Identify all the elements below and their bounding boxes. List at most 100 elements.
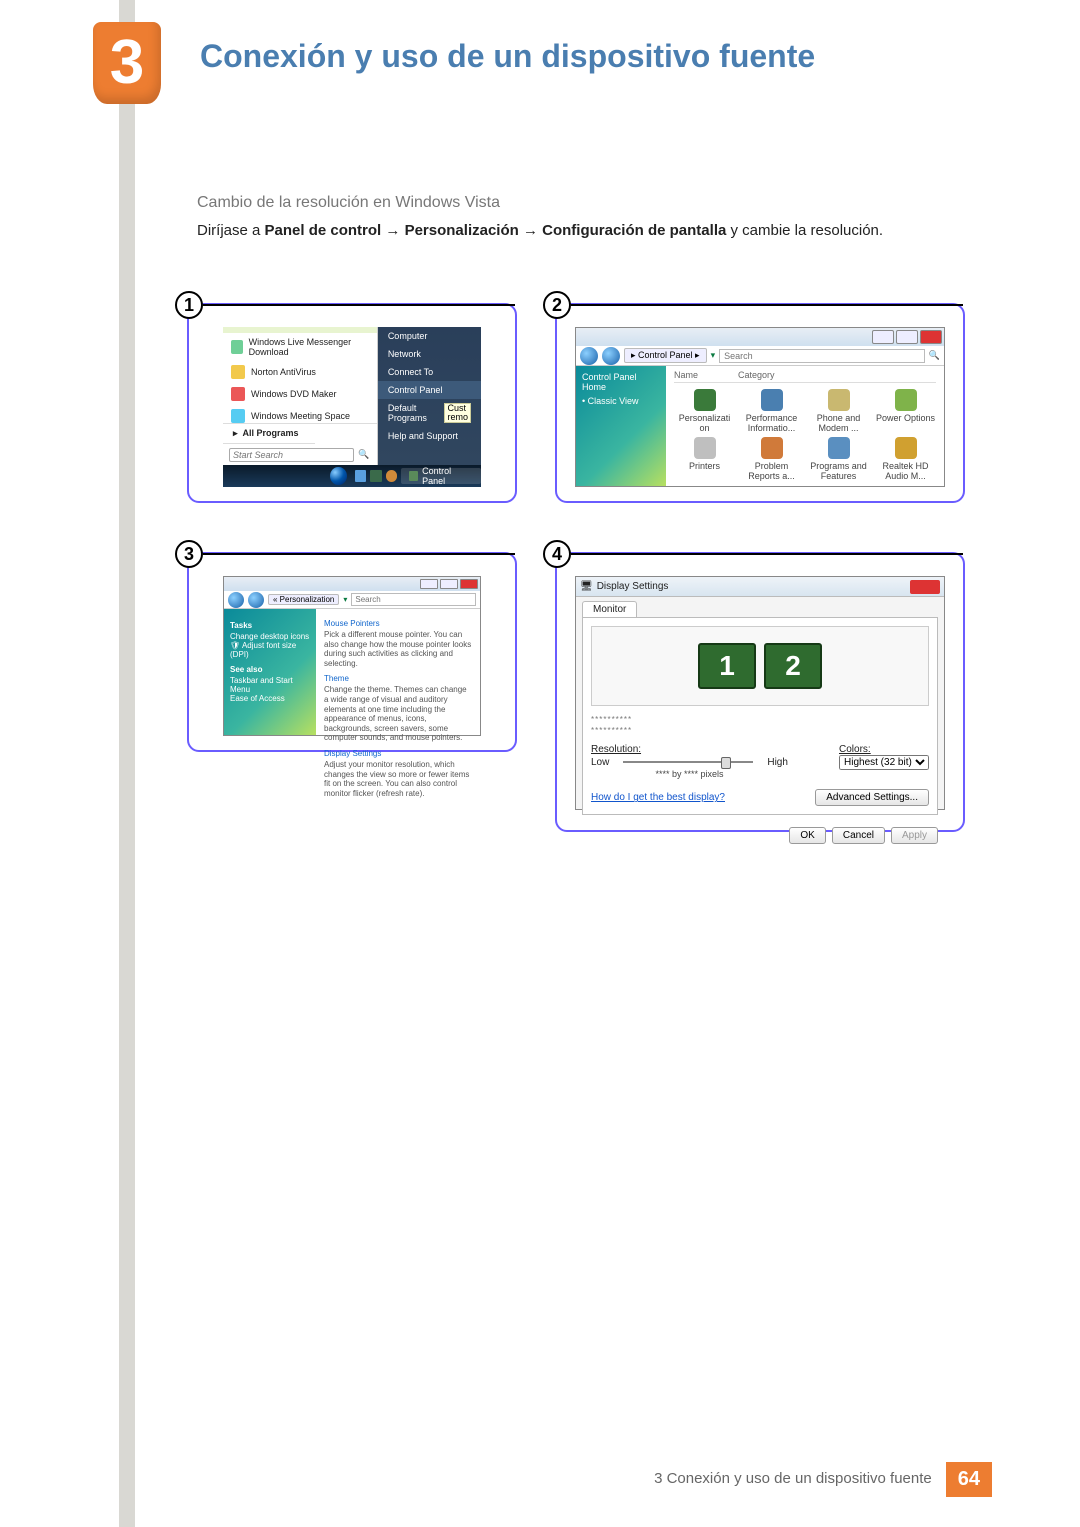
- step-number-4: 4: [543, 540, 571, 568]
- apply-button[interactable]: Apply: [891, 827, 938, 844]
- window-titlebar: 🖥 Display Settings: [576, 577, 944, 597]
- cp-item-icon: [694, 437, 716, 459]
- maximize-button[interactable]: [896, 330, 918, 344]
- advanced-settings-button[interactable]: Advanced Settings...: [815, 789, 929, 806]
- see-also-header: See also: [230, 665, 310, 674]
- control-panel-icon: [409, 471, 418, 481]
- control-panel-item[interactable]: Realtek HD Audio M...: [875, 437, 936, 481]
- step-connector: [571, 553, 963, 555]
- quicklaunch-icon[interactable]: [355, 470, 366, 482]
- forward-button[interactable]: [248, 592, 264, 608]
- minimize-button[interactable]: [420, 579, 438, 589]
- app-icon: [231, 387, 245, 401]
- search-icon: 🔍: [929, 350, 940, 361]
- taskbar-button[interactable]: Control Panel: [401, 468, 481, 484]
- cp-item-label: Printers: [674, 461, 735, 471]
- personalization-section-title[interactable]: Theme: [324, 674, 472, 683]
- start-menu-item[interactable]: Windows DVD Maker: [223, 383, 377, 405]
- help-link[interactable]: How do I get the best display?: [591, 792, 725, 803]
- sidebar-link[interactable]: Taskbar and Start Menu: [230, 676, 310, 694]
- search-input[interactable]: [351, 593, 476, 606]
- sidebar-link[interactable]: Ease of Access: [230, 694, 310, 703]
- sidebar-link[interactable]: • Classic View: [582, 396, 660, 406]
- window-title: Display Settings: [597, 581, 669, 592]
- settings-panel: 1 2 ********** ********** Resolution: Lo…: [582, 617, 938, 815]
- start-right-item[interactable]: Default Programs Custremo: [378, 399, 481, 427]
- back-button[interactable]: [228, 592, 244, 608]
- back-button[interactable]: [580, 347, 598, 365]
- tab-monitor[interactable]: Monitor: [582, 601, 637, 617]
- start-menu-item[interactable]: Windows Live Messenger Download: [223, 333, 377, 361]
- cp-item-label: Programs and Features: [808, 461, 869, 481]
- cp-item-label: Performance Informatio...: [741, 413, 802, 433]
- tooltip: Custremo: [444, 403, 471, 423]
- all-programs[interactable]: ▸ All Programs: [223, 423, 377, 443]
- screenshot-display-settings: 🖥 Display Settings Monitor 1 2 *********…: [575, 576, 945, 810]
- personalization-section-body: Change the theme. Themes can change a wi…: [324, 685, 472, 743]
- breadcrumb[interactable]: ▸ Control Panel ▸: [624, 348, 707, 363]
- monitor-arrangement[interactable]: 1 2: [591, 626, 929, 706]
- close-button[interactable]: [920, 330, 942, 344]
- page-number: 64: [946, 1462, 992, 1497]
- colors-label: Colors:: [839, 744, 871, 755]
- monitor-1[interactable]: 1: [698, 643, 756, 689]
- sidebar-link[interactable]: Change desktop icons: [230, 632, 310, 641]
- quicklaunch-icon[interactable]: [370, 470, 381, 482]
- cp-item-icon: [694, 389, 716, 411]
- resolution-slider[interactable]: [613, 755, 763, 769]
- breadcrumb[interactable]: « Personalization: [268, 594, 339, 605]
- step-connector: [203, 304, 515, 306]
- minimize-button[interactable]: [872, 330, 894, 344]
- tasks-header: Tasks: [230, 621, 310, 630]
- personalization-section-body: Adjust your monitor resolution, which ch…: [324, 760, 472, 798]
- app-icon: [231, 409, 245, 423]
- control-panel-item[interactable]: Problem Reports a...: [741, 437, 802, 481]
- cp-item-icon: [895, 437, 917, 459]
- screenshot-control-panel: ▸ Control Panel ▸ ▾ 🔍 Control Panel Home…: [575, 327, 945, 487]
- footer-text: 3 Conexión y uso de un dispositivo fuent…: [640, 1462, 946, 1497]
- cp-item-icon: [761, 437, 783, 459]
- control-panel-item[interactable]: Programs and Features: [808, 437, 869, 481]
- ok-button[interactable]: OK: [789, 827, 825, 844]
- cp-item-icon: [828, 437, 850, 459]
- app-icon: [231, 365, 245, 379]
- control-panel-item[interactable]: Performance Informatio...: [741, 389, 802, 433]
- close-button[interactable]: [910, 580, 940, 594]
- forward-button[interactable]: [602, 347, 620, 365]
- quicklaunch-icon[interactable]: [386, 470, 397, 482]
- start-right-item[interactable]: Help and Support: [378, 427, 481, 445]
- sidebar-link[interactable]: 🛡 Adjust font size (DPI): [230, 641, 310, 659]
- cp-item-label: Personalizati on: [674, 413, 735, 433]
- cp-item-label: Power Options: [875, 413, 936, 423]
- start-right-item[interactable]: Computer: [378, 327, 481, 345]
- control-panel-item[interactable]: Power Options: [875, 389, 936, 433]
- app-icon: [231, 340, 243, 354]
- personalization-section-title[interactable]: Mouse Pointers: [324, 619, 472, 628]
- control-panel-grid: Personalizati on Performance Informatio..…: [674, 389, 936, 481]
- window-titlebar: [224, 577, 480, 591]
- sidebar-link[interactable]: Control Panel Home: [582, 372, 660, 392]
- address-bar: ▸ Control Panel ▸ ▾ 🔍: [576, 346, 944, 366]
- control-panel-item[interactable]: Personalizati on: [674, 389, 735, 433]
- resolution-row: Resolution: Low High **** by **** pixels…: [591, 744, 929, 779]
- column-headers: Name Category: [674, 370, 936, 383]
- close-button[interactable]: [460, 579, 478, 589]
- maximize-button[interactable]: [440, 579, 458, 589]
- start-right-item-control-panel[interactable]: Control Panel: [378, 381, 481, 399]
- monitor-2[interactable]: 2: [764, 643, 822, 689]
- instruction-text: Diríjase a Panel de control → Personaliz…: [197, 222, 883, 239]
- cancel-button[interactable]: Cancel: [832, 827, 885, 844]
- start-right-item[interactable]: Connect To: [378, 363, 481, 381]
- colors-select[interactable]: Highest (32 bit): [839, 755, 929, 770]
- control-panel-item[interactable]: Phone and Modem ...: [808, 389, 869, 433]
- start-search-input[interactable]: [229, 448, 354, 462]
- start-orb-icon[interactable]: [330, 467, 347, 485]
- screenshot-personalization: « Personalization ▾ Tasks Change desktop…: [223, 576, 481, 736]
- personalization-section-title[interactable]: Display Settings: [324, 749, 472, 758]
- search-input[interactable]: [719, 349, 925, 363]
- resolution-value: **** by **** pixels: [591, 769, 788, 779]
- step-connector: [571, 304, 963, 306]
- start-menu-item[interactable]: Norton AntiVirus: [223, 361, 377, 383]
- start-right-item[interactable]: Network: [378, 345, 481, 363]
- control-panel-item[interactable]: Printers: [674, 437, 735, 481]
